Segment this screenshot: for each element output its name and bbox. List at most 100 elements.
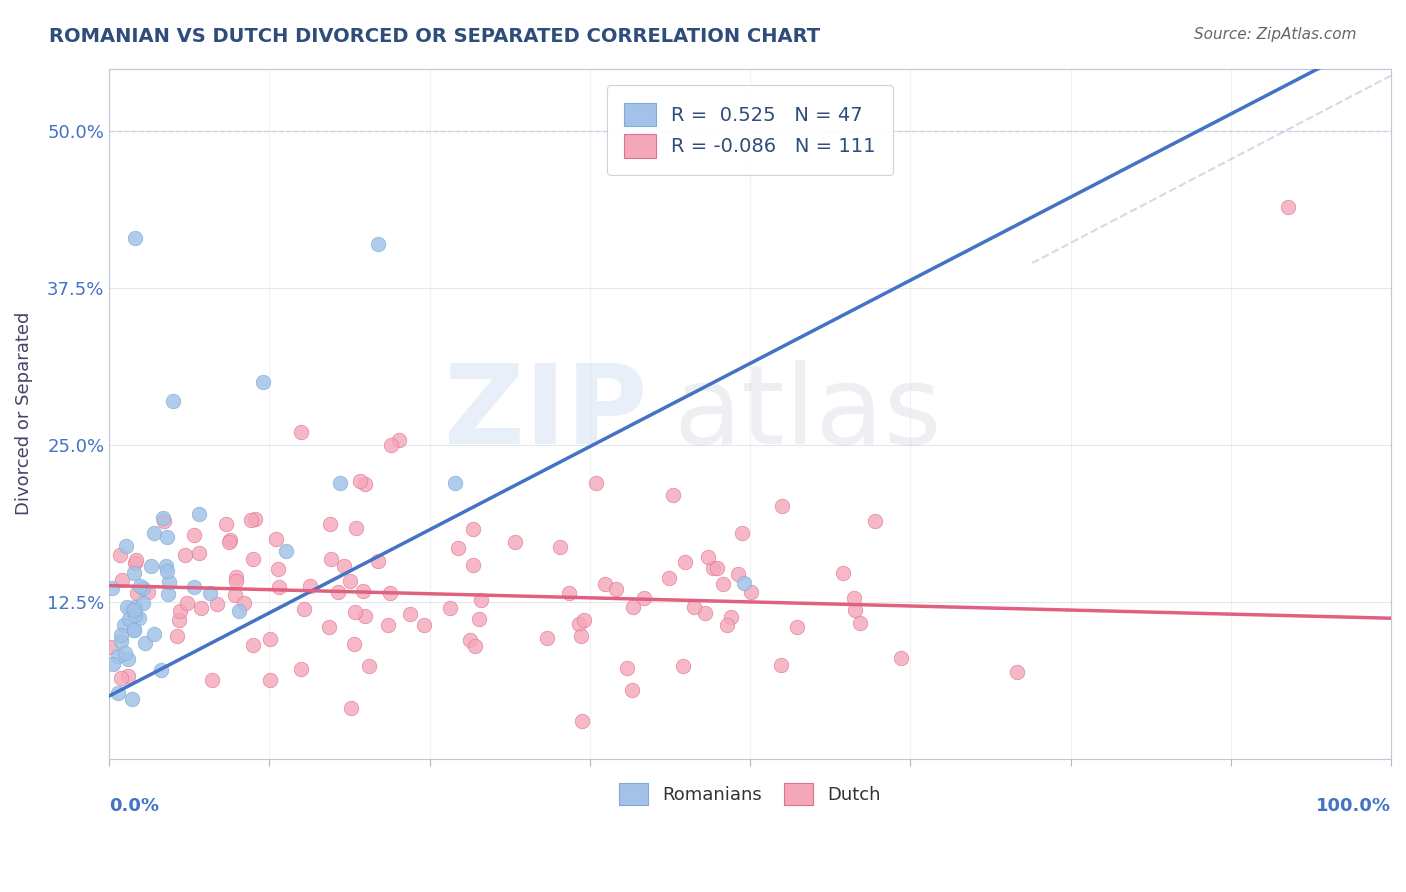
Point <box>101 581 124 595</box>
Point <box>447 541 470 556</box>
Point <box>1005 665 1028 679</box>
Point <box>464 640 486 654</box>
Point <box>122 623 145 637</box>
Point <box>117 652 139 666</box>
Point <box>141 558 163 573</box>
Point <box>121 691 143 706</box>
Point <box>155 559 177 574</box>
Point <box>162 394 184 409</box>
Point <box>740 585 762 599</box>
Point <box>124 553 146 567</box>
Text: ROMANIAN VS DUTCH DIVORCED OR SEPARATED CORRELATION CHART: ROMANIAN VS DUTCH DIVORCED OR SEPARATED … <box>49 27 820 45</box>
Point <box>110 633 132 648</box>
Point <box>156 587 179 601</box>
Point <box>128 611 150 625</box>
Point <box>205 598 228 612</box>
Point <box>770 658 793 673</box>
Point <box>267 580 290 594</box>
Point <box>344 605 367 619</box>
Point <box>173 549 195 563</box>
Text: 0.0%: 0.0% <box>110 797 159 814</box>
Point <box>143 526 166 541</box>
Point <box>571 714 593 728</box>
Point <box>354 609 377 624</box>
Point <box>107 686 129 700</box>
Point <box>658 571 681 585</box>
Point <box>290 425 312 440</box>
Point <box>388 434 411 448</box>
Point <box>124 599 146 614</box>
Point <box>156 564 179 578</box>
Point <box>558 585 581 599</box>
Point <box>593 577 616 591</box>
Text: ZIP: ZIP <box>444 360 648 467</box>
Point <box>252 376 274 390</box>
Point <box>616 661 638 675</box>
Point <box>890 650 912 665</box>
Point <box>169 604 191 618</box>
Point <box>378 586 401 600</box>
Point <box>243 512 266 526</box>
Point <box>318 620 340 634</box>
Point <box>103 657 125 671</box>
Point <box>413 618 436 632</box>
Point <box>218 535 240 549</box>
Point <box>329 475 352 490</box>
Point <box>242 552 264 566</box>
Point <box>259 673 281 687</box>
Point <box>188 546 211 560</box>
Point <box>201 673 224 688</box>
Point <box>225 570 247 584</box>
Point <box>339 701 361 715</box>
Point <box>620 683 643 698</box>
Point <box>398 607 420 621</box>
Point <box>183 580 205 594</box>
Point <box>167 613 190 627</box>
Point <box>292 602 315 616</box>
Point <box>128 579 150 593</box>
Point <box>357 658 380 673</box>
Point <box>115 600 138 615</box>
Point <box>706 561 728 575</box>
Point <box>683 600 706 615</box>
Point <box>352 583 374 598</box>
Point <box>218 533 240 547</box>
Point <box>190 601 212 615</box>
Point <box>671 659 693 673</box>
Point <box>343 637 366 651</box>
Point <box>166 629 188 643</box>
Point <box>711 576 734 591</box>
Point <box>849 615 872 630</box>
Point <box>536 632 558 646</box>
Point <box>215 517 238 532</box>
Point <box>605 582 627 596</box>
Point <box>696 549 718 564</box>
Point <box>118 612 141 626</box>
Point <box>298 579 321 593</box>
Point <box>461 558 484 572</box>
Point <box>832 566 855 581</box>
Point <box>439 600 461 615</box>
Point <box>198 586 221 600</box>
Point <box>458 632 481 647</box>
Point <box>152 511 174 525</box>
Point <box>727 566 749 581</box>
Point <box>242 638 264 652</box>
Point <box>114 646 136 660</box>
Point <box>132 596 155 610</box>
Point <box>115 539 138 553</box>
Point <box>662 488 685 502</box>
Point <box>124 231 146 245</box>
Point <box>264 532 287 546</box>
Point <box>110 672 132 686</box>
Point <box>224 589 246 603</box>
Point <box>633 591 655 606</box>
Point <box>461 522 484 536</box>
Point <box>290 662 312 676</box>
Text: atlas: atlas <box>673 360 942 467</box>
Point <box>786 620 808 634</box>
Point <box>548 540 571 554</box>
Point <box>567 617 589 632</box>
Point <box>503 535 526 549</box>
Point <box>319 552 342 566</box>
